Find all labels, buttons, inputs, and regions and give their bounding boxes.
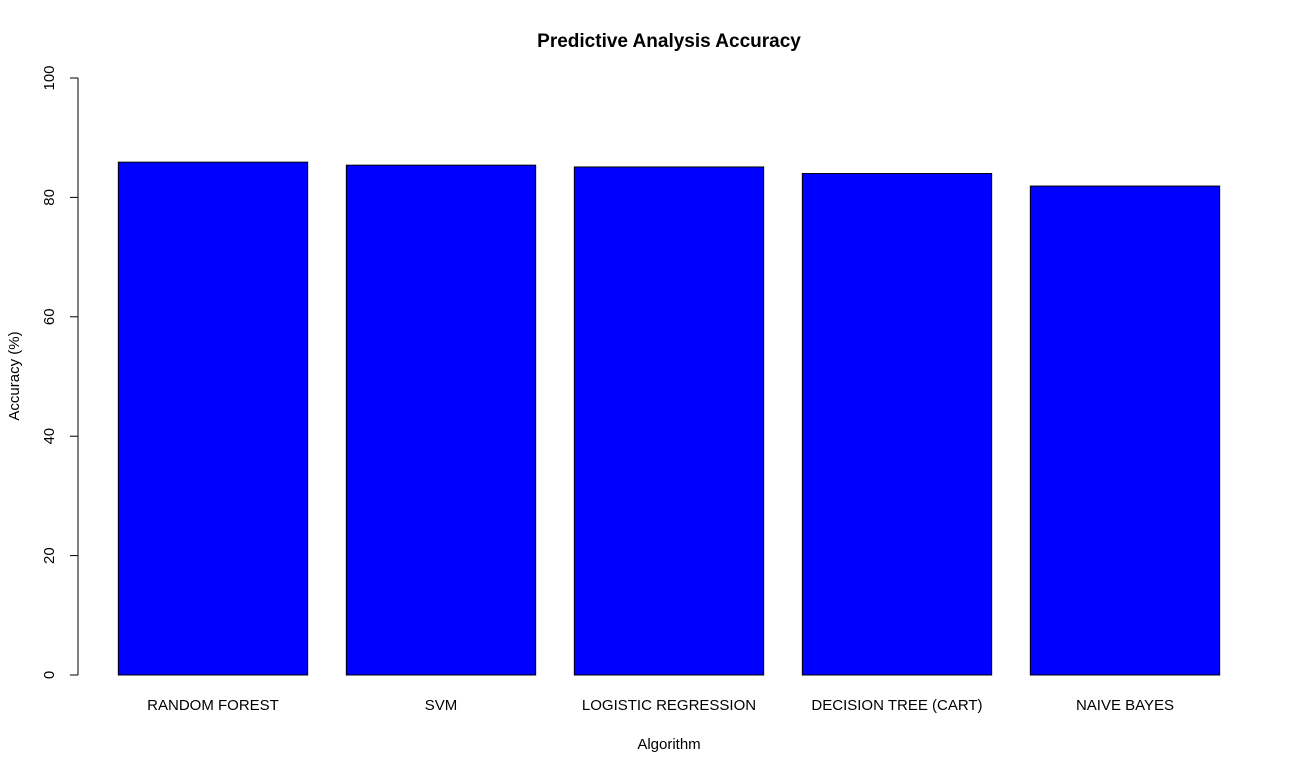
y-tick-label: 80 <box>41 189 58 206</box>
y-tick-label: 20 <box>41 547 58 564</box>
y-tick-label: 40 <box>41 428 58 445</box>
bar <box>801 173 993 676</box>
bar <box>1029 185 1221 676</box>
x-tick-label: LOGISTIC REGRESSION <box>582 697 756 714</box>
x-tick-label: SVM <box>425 697 458 714</box>
y-tick-label: 100 <box>41 65 58 90</box>
x-tick-labels: RANDOM FOREST SVM LOGISTIC REGRESSION DECIS… <box>147 697 1174 714</box>
x-tick-label: DECISION TREE (CART) <box>811 697 982 714</box>
bars-group <box>117 161 1221 676</box>
chart-title: Predictive Analysis Accuracy <box>537 31 801 52</box>
bar <box>345 164 537 676</box>
bar <box>117 161 309 676</box>
y-tick-label: 60 <box>41 308 58 325</box>
x-tick-label: NAIVE BAYES <box>1076 697 1174 714</box>
y-axis: 0 20 40 60 80 100 <box>41 65 79 679</box>
x-axis-label: Algorithm <box>637 736 700 753</box>
y-axis-label: Accuracy (%) <box>6 331 23 420</box>
bar <box>573 166 765 676</box>
x-tick-label: RANDOM FOREST <box>147 697 279 714</box>
y-tick-label: 0 <box>41 671 58 679</box>
